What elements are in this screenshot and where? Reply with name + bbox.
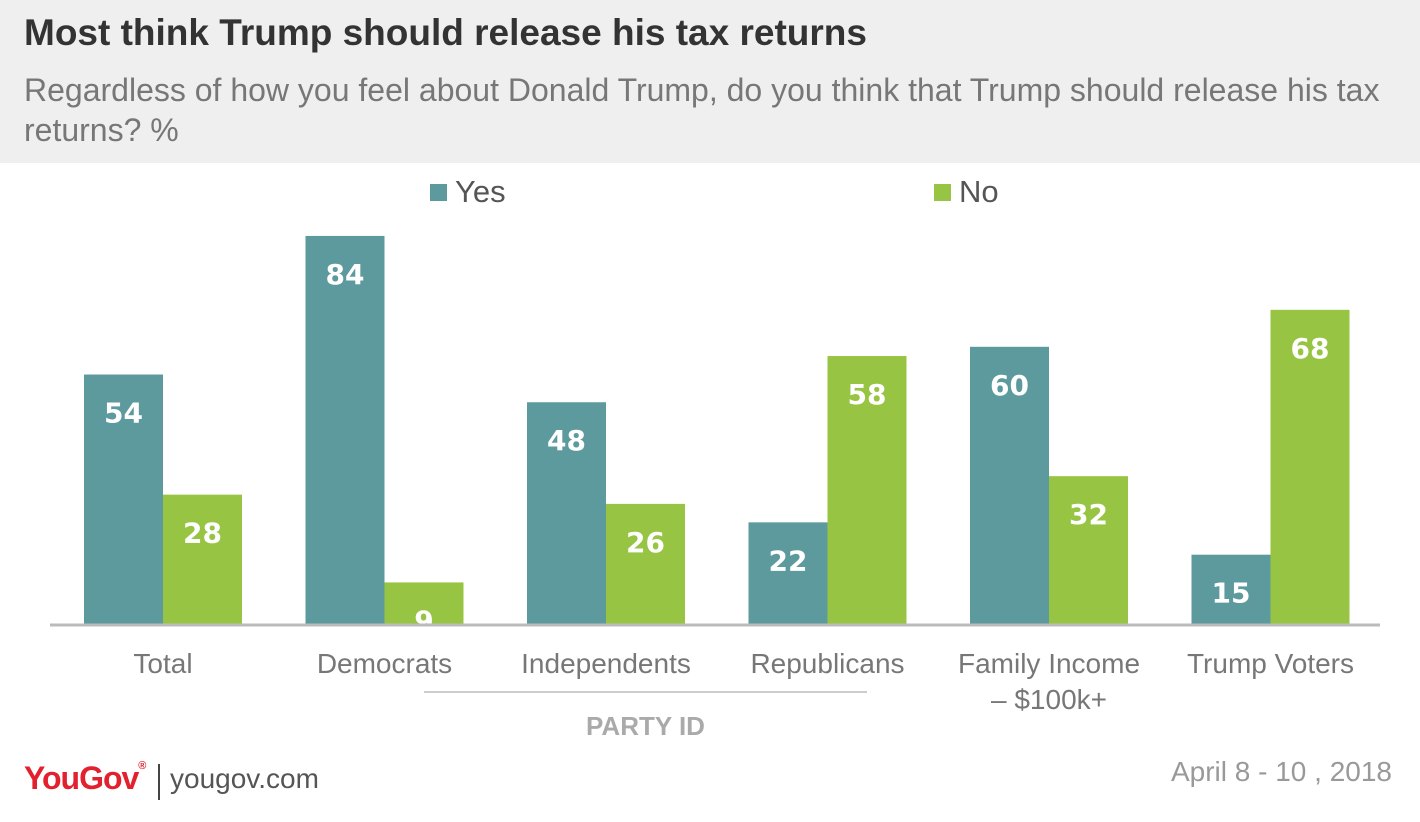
bar-yes-trump-voters	[1191, 554, 1271, 624]
legend-label-no: No	[959, 174, 999, 209]
data-label-yes-republicans: 22	[769, 544, 808, 577]
bar-yes-democrats	[305, 235, 385, 625]
legend-swatch-yes	[430, 183, 447, 201]
bar-no-independents	[606, 503, 685, 624]
legend-label-yes: Yes	[455, 174, 506, 209]
bar-yes-independents	[527, 402, 606, 624]
legend-item-yes: Yes	[430, 172, 506, 212]
tick-label-total: Total	[133, 648, 192, 679]
footer-date: April 8 - 10 , 2018	[1170, 756, 1392, 787]
tick-label-trump-voters: Trump Voters	[1187, 648, 1354, 679]
bar-no-family-income-100k	[1049, 476, 1128, 624]
bar-yes-family-income-100k	[970, 346, 1049, 624]
data-label-no-independents: 26	[626, 526, 665, 559]
tick-label-democrats: Democrats	[317, 648, 452, 679]
data-label-yes-total: 54	[104, 397, 143, 430]
data-label-no-democrats: 9	[414, 604, 433, 637]
data-label-no-family-income-100k: 32	[1069, 498, 1108, 531]
data-label-no-total: 28	[183, 517, 222, 550]
bar-no-total	[163, 494, 242, 624]
tick-label-independents: Independents	[521, 648, 691, 679]
tick-label-family-income-100k: Family Income – $100k+	[958, 648, 1140, 715]
footer-site: yougov.com	[170, 763, 319, 794]
legend-item-no: No	[934, 172, 999, 212]
data-label-yes-democrats: 84	[326, 258, 365, 291]
header-panel: Most think Trump should release his tax …	[0, 0, 1420, 163]
footer-divider	[158, 764, 160, 800]
bar-no-democrats	[384, 582, 464, 624]
bar-yes-republicans	[748, 522, 828, 624]
yougov-logo: YouGov®	[24, 760, 146, 797]
data-label-yes-independents: 48	[547, 424, 586, 457]
data-label-no-republicans: 58	[848, 378, 887, 411]
legend-swatch-no	[934, 183, 951, 201]
bar-no-republicans	[827, 356, 907, 624]
yougov-logo-text: YouGov	[24, 760, 139, 796]
bar-yes-total	[84, 374, 163, 624]
data-label-no-trump-voters: 68	[1291, 332, 1330, 365]
data-label-yes-trump-voters: 15	[1212, 577, 1251, 610]
yougov-logo-mark: ®	[138, 760, 146, 772]
chart-title: Most think Trump should release his tax …	[24, 12, 867, 53]
tick-label-republicans: Republicans	[750, 648, 904, 679]
chart-subtitle: Regardless of how you feel about Donald …	[24, 72, 1380, 148]
group-label-party-id: PARTY ID	[586, 711, 705, 741]
data-label-yes-family-income-100k: 60	[990, 369, 1029, 402]
bar-no-trump-voters	[1270, 309, 1350, 624]
